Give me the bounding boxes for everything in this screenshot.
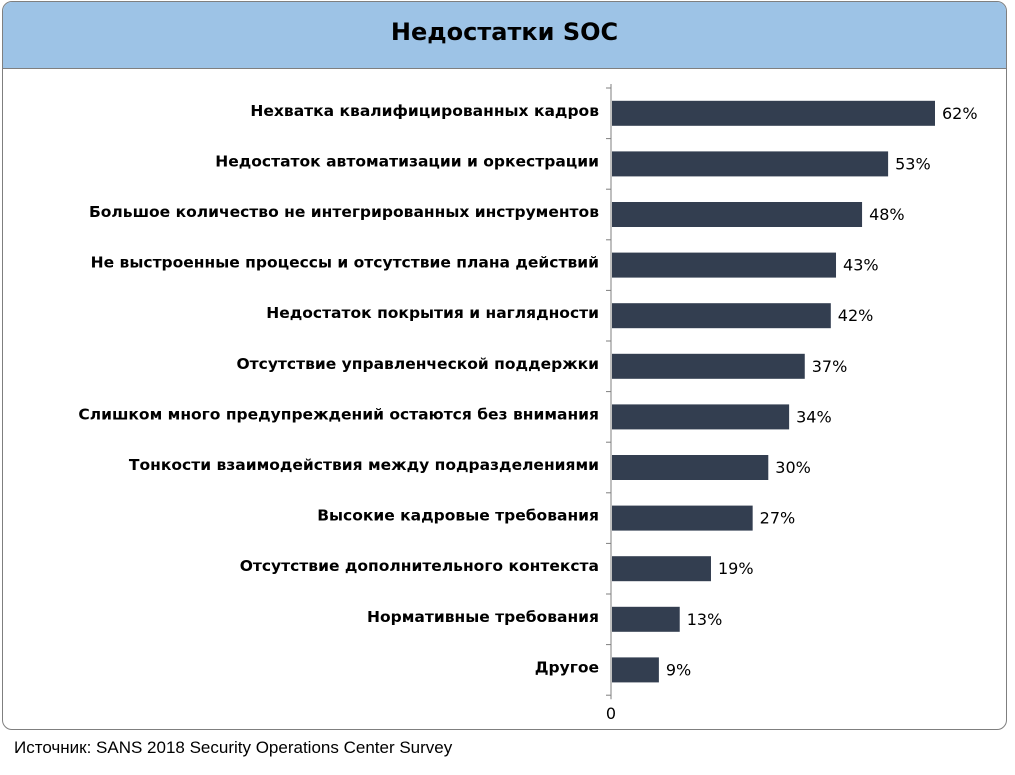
- category-label: Недостаток покрытия и наглядности: [266, 304, 599, 322]
- category-label: Нормативные требования: [367, 608, 599, 626]
- category-label: Недостаток автоматизации и оркестрации: [215, 152, 599, 170]
- value-label: 19%: [718, 559, 754, 578]
- source-note: Источник: SANS 2018 Security Operations …: [14, 738, 453, 757]
- value-label: 27%: [760, 509, 796, 528]
- bar: [612, 202, 863, 227]
- category-label: Отсутствие дополнительного контекста: [240, 557, 599, 575]
- bar: [612, 100, 935, 126]
- value-label: 9%: [666, 660, 691, 679]
- bar: [612, 606, 680, 632]
- bar: [612, 252, 837, 278]
- category-label: Другое: [535, 658, 599, 676]
- chart-frame: Недостатки SOC Нехватка квалифицированны…: [2, 1, 1007, 730]
- category-label: Большое количество не интегрированных ин…: [89, 203, 599, 221]
- category-label: Тонкости взаимодействия между подразделе…: [129, 456, 599, 474]
- category-label: Не выстроенные процессы и отсутствие пла…: [91, 254, 599, 272]
- bar: [612, 404, 790, 430]
- bar: [612, 353, 805, 379]
- category-label: Нехватка квалифицированных кадров: [250, 102, 599, 120]
- bar: [612, 556, 711, 582]
- value-label: 37%: [812, 357, 848, 376]
- chart-title: Недостатки SOC: [390, 18, 619, 46]
- value-label: 43%: [843, 256, 879, 275]
- category-label: Слишком много предупреждений остаются бе…: [78, 405, 599, 423]
- bar: [612, 151, 889, 177]
- value-label: 42%: [838, 306, 874, 325]
- value-label: 62%: [942, 104, 978, 123]
- category-label: Отсутствие управленческой поддержки: [236, 355, 599, 373]
- bar: [612, 657, 659, 683]
- value-label: 34%: [796, 407, 832, 426]
- bar: [612, 455, 769, 480]
- x-tick-label: 0: [606, 704, 616, 723]
- bar: [612, 505, 753, 531]
- value-label: 53%: [895, 154, 931, 173]
- bar: [612, 303, 831, 329]
- category-label: Высокие кадровые требования: [317, 507, 599, 525]
- title-band: Недостатки SOC: [3, 2, 1006, 69]
- value-label: 13%: [687, 610, 723, 629]
- value-label: 30%: [775, 458, 811, 477]
- value-label: 48%: [869, 205, 905, 224]
- bar-chart: Нехватка квалифицированных кадров 62% Недо…: [78, 84, 978, 723]
